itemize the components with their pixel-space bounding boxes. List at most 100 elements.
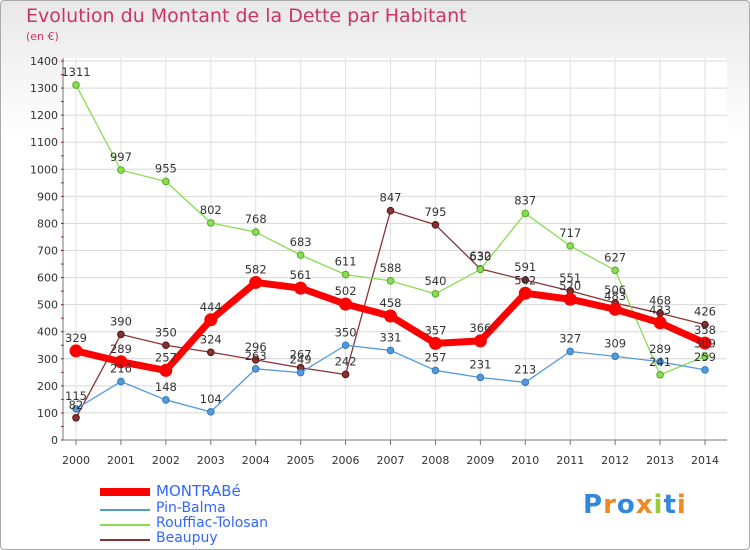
data-label: 611 [335, 255, 357, 269]
data-point [69, 344, 83, 358]
data-point [114, 355, 128, 369]
x-tick-label: 2001 [107, 454, 135, 467]
data-point [251, 365, 260, 373]
x-tick-label: 2010 [511, 454, 539, 467]
data-label: 350 [335, 325, 357, 339]
y-tick-label: 200 [37, 380, 58, 393]
y-tick-label: 900 [37, 190, 58, 203]
data-label: 357 [424, 323, 446, 337]
data-point [521, 209, 530, 218]
data-label: 309 [694, 336, 716, 350]
data-point [563, 292, 577, 306]
data-point [476, 373, 485, 382]
proxiti-logo: Proxiti [583, 490, 687, 520]
data-point [341, 270, 350, 279]
data-point [386, 206, 395, 215]
y-tick-label: 500 [37, 299, 58, 312]
legend-item-beaupuy: Beaupuy [100, 530, 420, 547]
data-point [249, 275, 263, 289]
data-point [386, 346, 395, 355]
x-tick-label: 2004 [242, 454, 270, 467]
data-point [206, 348, 215, 357]
data-label: 582 [245, 262, 267, 276]
y-tick-label: 700 [37, 245, 58, 258]
data-point [656, 370, 664, 379]
legend-item-montrabe: MONTRABé [100, 482, 420, 500]
data-label: 296 [245, 340, 267, 354]
x-tick-label: 2009 [466, 454, 494, 467]
data-point [384, 309, 397, 323]
chart-title: Evolution du Montant de la Dette par Hab… [26, 5, 467, 27]
data-point [72, 405, 80, 413]
data-label: 263 [245, 349, 267, 363]
data-label: 358 [694, 323, 716, 337]
data-label: 242 [335, 354, 357, 368]
data-point [386, 277, 395, 285]
data-label: 309 [604, 336, 626, 350]
data-label: 115 [65, 389, 87, 403]
data-point [656, 357, 664, 366]
data-label: 350 [155, 325, 177, 339]
data-point [72, 81, 80, 89]
data-label: 955 [155, 161, 177, 175]
data-label: 458 [380, 296, 402, 310]
x-tick-label: 2012 [601, 454, 629, 467]
data-label: 289 [649, 342, 671, 356]
data-label: 483 [604, 289, 626, 303]
data-point [341, 341, 350, 350]
data-label: 257 [155, 350, 177, 364]
data-point [701, 366, 709, 374]
data-label: 433 [649, 303, 671, 317]
data-label: 561 [290, 268, 312, 282]
data-point [611, 266, 619, 275]
data-label: 104 [200, 392, 222, 406]
data-label: 213 [514, 362, 536, 376]
data-label: 502 [335, 284, 357, 298]
data-label: 717 [559, 226, 581, 240]
y-tick-label: 0 [51, 434, 58, 447]
y-tick-label: 1300 [30, 82, 58, 95]
data-point [566, 347, 575, 356]
data-point [162, 341, 170, 350]
data-label: 259 [694, 350, 716, 364]
x-tick-label: 2006 [332, 454, 360, 467]
y-tick-label: 1200 [30, 109, 58, 122]
y-tick-label: 1000 [30, 163, 58, 176]
data-point [428, 336, 442, 350]
y-tick-label: 800 [37, 217, 58, 230]
data-point [206, 219, 215, 227]
data-label: 588 [380, 261, 402, 275]
data-label: 847 [380, 191, 402, 205]
data-label: 231 [469, 357, 491, 371]
y-tick-label: 300 [37, 353, 58, 366]
data-point [339, 297, 353, 311]
plot-area [63, 58, 727, 440]
y-tick-label: 600 [37, 272, 58, 285]
y-tick-label: 100 [37, 407, 58, 420]
data-label: 468 [649, 293, 671, 307]
data-label: 216 [110, 362, 132, 376]
data-point [251, 228, 260, 236]
x-tick-label: 2011 [556, 454, 584, 467]
data-label: 768 [245, 212, 267, 226]
legend-swatch [100, 488, 150, 496]
data-point [611, 352, 619, 361]
data-label: 249 [290, 353, 312, 367]
legend-label: Rouffiac-Tolosan [156, 515, 269, 531]
data-label: 257 [424, 350, 446, 364]
data-label: 82 [69, 398, 84, 412]
legend-swatch [100, 539, 150, 541]
x-tick-label: 2000 [62, 454, 90, 467]
data-point [117, 166, 125, 174]
data-point [473, 334, 487, 348]
data-label: 630 [469, 249, 491, 263]
legend-item-rouffiac-tolosan: Rouffiac-Tolosan [100, 515, 420, 532]
data-label: 324 [200, 332, 222, 346]
data-label: 267 [290, 348, 312, 362]
data-point [608, 302, 622, 316]
data-label: 520 [559, 279, 581, 293]
data-point [566, 242, 575, 250]
data-point [204, 313, 218, 327]
data-label: 444 [200, 300, 222, 314]
data-label: 795 [424, 205, 446, 219]
